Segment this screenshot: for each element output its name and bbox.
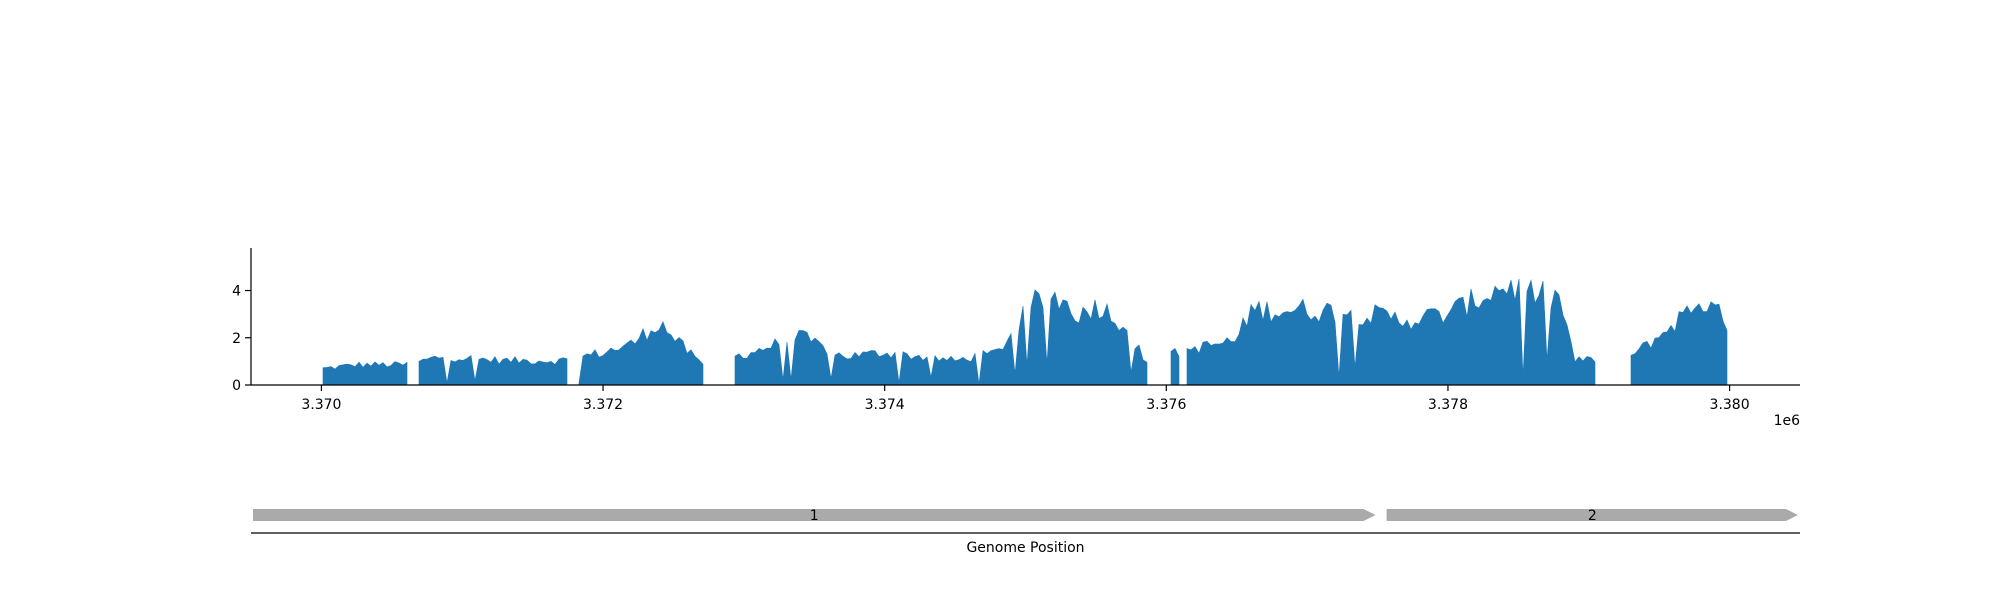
gene-label: 1 <box>810 508 819 524</box>
x-tick-label: 3.376 <box>1146 397 1186 413</box>
coverage-segment <box>1630 301 1728 386</box>
y-tick-label: 2 <box>232 331 241 347</box>
gene-arrow <box>1386 509 1798 521</box>
x-tick-label: 3.378 <box>1428 397 1468 413</box>
y-tick-label: 4 <box>232 284 241 300</box>
x-axis-offset-label: 1e6 <box>1774 413 1801 429</box>
x-tick-label: 3.374 <box>865 397 905 413</box>
x-axis-label: Genome Position <box>966 540 1084 556</box>
x-axis-ticks: 3.370 3.372 3.374 3.376 3.378 3.380 <box>301 385 1750 413</box>
coverage-segment <box>418 354 568 386</box>
y-tick-label: 0 <box>232 378 241 394</box>
plot-area: 3.370 3.372 3.374 3.376 3.378 3.380 0 2 4 1e6 <box>232 248 1800 429</box>
x-tick-label: 3.370 <box>301 397 341 413</box>
coverage-segment <box>578 321 704 386</box>
x-tick-label: 3.380 <box>1710 397 1750 413</box>
coverage-layer <box>322 278 1728 386</box>
gene-label: 2 <box>1588 508 1597 524</box>
gene-arrow <box>253 509 1376 521</box>
x-tick-label: 3.372 <box>583 397 623 413</box>
coverage-segment <box>1170 348 1180 386</box>
coverage-segment <box>322 361 408 386</box>
coverage-segment <box>734 289 1148 386</box>
y-axis-ticks: 0 2 4 <box>232 284 251 394</box>
coverage-segment <box>1186 278 1596 386</box>
